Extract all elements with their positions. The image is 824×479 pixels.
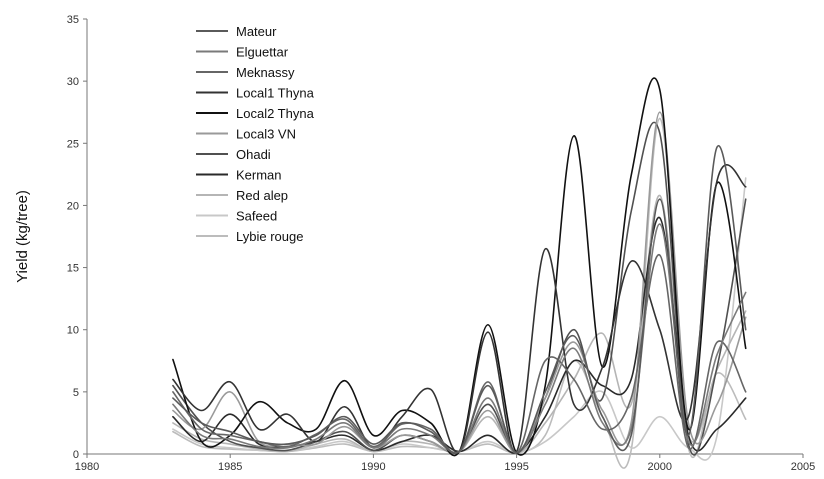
series-line-kerman bbox=[172, 217, 747, 454]
legend-label: Ohadi bbox=[236, 147, 271, 162]
y-tick-label: 35 bbox=[67, 14, 79, 26]
axes: 0 5 10 15 20 25 30 35 1980 1985 1990 1995 2000 2005 bbox=[67, 14, 815, 473]
x-tick-label: 1990 bbox=[361, 461, 385, 473]
series-line-local1-thyna bbox=[172, 164, 747, 454]
y-tick-label: 25 bbox=[67, 138, 79, 150]
x-tick-label: 1985 bbox=[218, 461, 242, 473]
y-axis-title: Yield (kg/tree) bbox=[14, 190, 31, 283]
legend-label: Elguettar bbox=[236, 45, 289, 60]
y-tick-label: 20 bbox=[67, 200, 79, 212]
series-lines bbox=[172, 77, 747, 469]
x-tick-label: 1980 bbox=[75, 461, 99, 473]
x-tick-label: 2000 bbox=[648, 461, 672, 473]
y-tick-label: 10 bbox=[67, 325, 79, 337]
legend-label: Lybie rouge bbox=[236, 229, 303, 244]
legend-label: Local1 Thyna bbox=[236, 86, 315, 101]
x-tick-label: 2005 bbox=[791, 461, 815, 473]
legend-label: Local2 Thyna bbox=[236, 106, 315, 121]
y-tick-label: 30 bbox=[67, 76, 79, 88]
legend-label: Red alep bbox=[236, 188, 288, 203]
y-tick-label: 5 bbox=[73, 387, 79, 399]
series-line-meknassy bbox=[172, 254, 747, 454]
y-tick-label: 15 bbox=[67, 263, 79, 275]
series-line-elguettar bbox=[172, 223, 747, 454]
legend-label: Meknassy bbox=[236, 65, 295, 80]
y-tick-label: 0 bbox=[73, 449, 79, 461]
legend-label: Kerman bbox=[236, 168, 282, 183]
legend-label: Mateur bbox=[236, 24, 277, 39]
legend-label: Safeed bbox=[236, 209, 277, 224]
legend-label: Local3 VN bbox=[236, 127, 296, 142]
series-line-mateur bbox=[172, 145, 747, 454]
series-line-local2-thyna bbox=[172, 77, 747, 457]
legend: Mateur Elguettar Meknassy Local1 Thyna Local… bbox=[196, 24, 315, 244]
x-tick-label: 1995 bbox=[504, 461, 528, 473]
